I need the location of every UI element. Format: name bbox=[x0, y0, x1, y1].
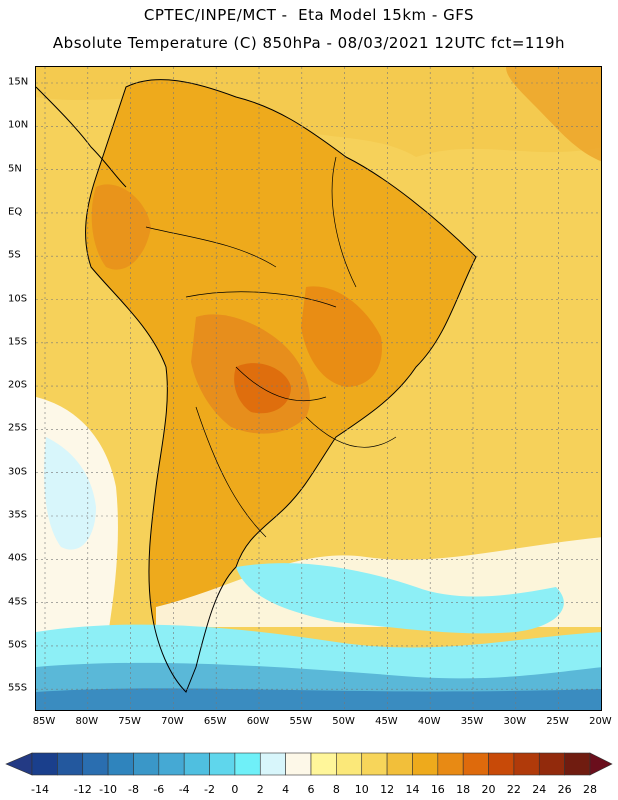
lat-label: 40S bbox=[8, 552, 28, 564]
colorbar-swatch bbox=[412, 752, 439, 776]
colorbar-label: 26 bbox=[557, 783, 572, 796]
lat-label: 45S bbox=[8, 596, 28, 608]
colorbar-label: 10 bbox=[354, 783, 369, 796]
colorbar-swatch bbox=[538, 752, 565, 776]
colorbar-label: 14 bbox=[405, 783, 420, 796]
map-subtitle: Absolute Temperature (C) 850hPa - 08/03/… bbox=[52, 34, 566, 52]
colorbar-label: -12 bbox=[73, 783, 92, 796]
lon-label: 20W bbox=[589, 716, 612, 727]
colorbar-swatch bbox=[158, 752, 185, 776]
lat-label: EQ bbox=[8, 206, 23, 218]
map-panel[interactable] bbox=[35, 66, 602, 711]
lon-label: 65W bbox=[203, 716, 227, 727]
lon-label: 80W bbox=[75, 716, 99, 727]
colorbar-label: 12 bbox=[380, 783, 395, 796]
colorbar-swatch bbox=[437, 752, 464, 776]
colorbar-label: -14 bbox=[31, 783, 49, 796]
colorbar-swatch bbox=[386, 752, 413, 776]
colorbar-swatch bbox=[488, 752, 515, 776]
colorbar-swatch bbox=[57, 752, 84, 776]
colorbar-high-triangle bbox=[589, 752, 613, 776]
lon-label: 25W bbox=[546, 716, 569, 727]
lon-label: 30W bbox=[503, 716, 527, 727]
colorbar-swatch bbox=[336, 752, 363, 776]
colorbar-swatch bbox=[209, 752, 236, 776]
lat-label: 15S bbox=[8, 336, 28, 348]
colorbar-label: 16 bbox=[430, 783, 445, 796]
lon-label: 35W bbox=[460, 716, 484, 727]
colorbar-swatch bbox=[513, 752, 540, 776]
colorbar-swatch bbox=[107, 752, 134, 776]
colorbar-label: 18 bbox=[456, 783, 471, 796]
colorbar-swatch bbox=[462, 752, 489, 776]
colorbar-swatch bbox=[361, 752, 388, 776]
lon-label: 50W bbox=[332, 716, 355, 727]
coastline bbox=[85, 79, 477, 693]
lon-label: 45W bbox=[375, 716, 398, 727]
lat-label: 30S bbox=[8, 466, 28, 478]
lon-label: 85W bbox=[32, 716, 56, 727]
colorbar-label: 8 bbox=[332, 783, 340, 796]
lat-label: 20S bbox=[8, 379, 28, 391]
lon-label: 75W bbox=[118, 716, 141, 727]
map-title: CPTEC/INPE/MCT - Eta Model 15km - GFS bbox=[143, 6, 475, 24]
colorbar-label: -2 bbox=[204, 783, 216, 796]
colorbar-label: 2 bbox=[256, 783, 264, 796]
lat-label: 50S bbox=[8, 639, 28, 651]
lat-label: 5N bbox=[8, 163, 22, 175]
colorbar-swatch bbox=[564, 752, 591, 776]
colorbar-swatch bbox=[31, 752, 58, 776]
colorbar-swatch bbox=[259, 752, 286, 776]
colorbar-label: 24 bbox=[532, 783, 547, 796]
colorbar-label: 6 bbox=[307, 783, 315, 796]
lon-label: 55W bbox=[289, 716, 313, 727]
colorbar-label: 0 bbox=[231, 783, 239, 796]
lat-label: 5S bbox=[8, 249, 21, 261]
cyan-patch bbox=[236, 563, 564, 634]
colorbar-swatch bbox=[310, 752, 337, 776]
colorbar-swatch bbox=[133, 752, 160, 776]
colorbar-swatch bbox=[183, 752, 210, 776]
coldest-band bbox=[36, 688, 601, 710]
lon-label: 60W bbox=[246, 716, 270, 727]
colorbar-label: -8 bbox=[127, 783, 139, 796]
lat-label: 10S bbox=[8, 293, 28, 304]
colorbar-label: -6 bbox=[153, 783, 165, 796]
colorbar-label: -10 bbox=[99, 783, 118, 796]
colorbar-label: 4 bbox=[282, 783, 290, 796]
lat-label: 15N bbox=[8, 76, 29, 88]
lat-label: 25S bbox=[8, 422, 28, 434]
colorbar-swatch bbox=[82, 752, 109, 776]
colorbar-low-triangle bbox=[5, 752, 33, 776]
lat-label: 55S bbox=[8, 682, 28, 694]
colorbar-label: 22 bbox=[506, 783, 521, 796]
lon-label: 70W bbox=[161, 716, 184, 727]
colorbar-label: 20 bbox=[481, 783, 496, 796]
colorbar-swatch bbox=[285, 752, 312, 776]
colorbar-swatch bbox=[234, 752, 261, 776]
colorbar-label: -4 bbox=[178, 783, 190, 796]
colorbar-label: 28 bbox=[583, 783, 597, 796]
lat-label: 35S bbox=[8, 509, 28, 521]
temperature-map bbox=[36, 67, 601, 710]
colorbar bbox=[5, 752, 613, 776]
lon-label: 40W bbox=[417, 716, 441, 727]
lat-label: 10N bbox=[8, 119, 29, 131]
